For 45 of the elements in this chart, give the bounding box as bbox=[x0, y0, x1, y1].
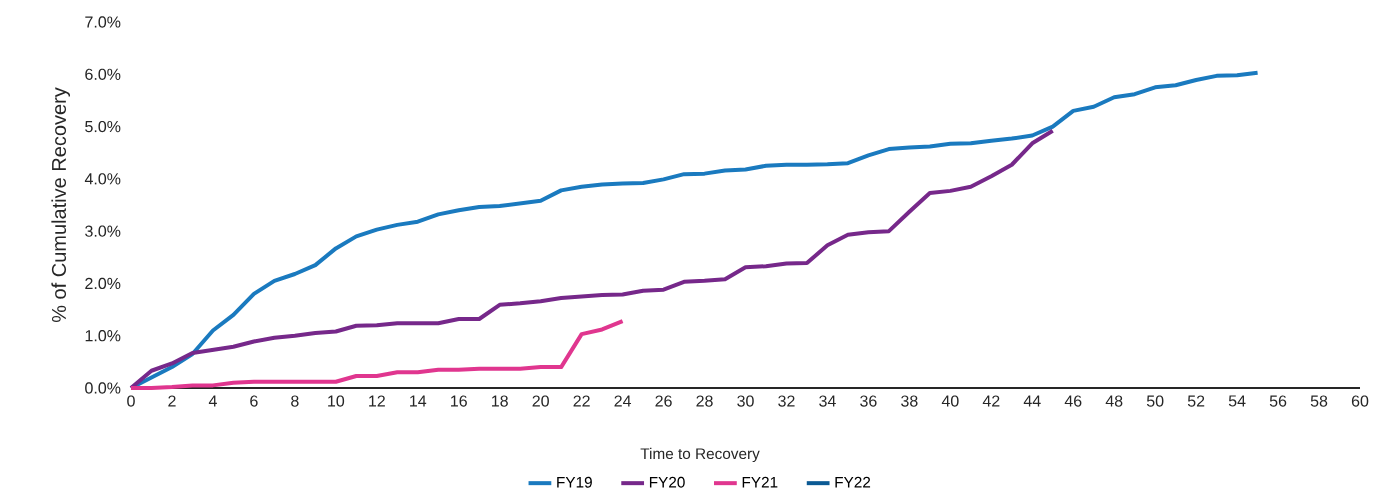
x-tick-label: 16 bbox=[451, 395, 467, 407]
x-tick-label: 58 bbox=[1310, 395, 1328, 407]
x-axis-title: Time to Recovery bbox=[640, 447, 760, 463]
x-tick-label: 54 bbox=[1228, 395, 1246, 407]
legend-label: FY19 bbox=[557, 476, 592, 488]
y-tick-label: 5.0% bbox=[85, 120, 121, 133]
x-tick-label: 56 bbox=[1269, 395, 1287, 407]
x-tick-label: 46 bbox=[1064, 395, 1082, 407]
y-tick-label: 3.0% bbox=[85, 225, 121, 237]
x-tick-label: 28 bbox=[696, 395, 713, 407]
x-tick-label: 4 bbox=[208, 395, 217, 407]
x-tick-label: 48 bbox=[1105, 395, 1123, 407]
x-tick-label: 52 bbox=[1187, 395, 1205, 407]
x-tick-label: 6 bbox=[250, 395, 258, 407]
legend-label: FY21 bbox=[742, 476, 778, 488]
x-tick-label: 36 bbox=[860, 395, 877, 407]
x-tick-label: 14 bbox=[410, 395, 427, 407]
x-tick-label: 44 bbox=[1023, 395, 1041, 407]
x-tick-label: 32 bbox=[778, 395, 795, 407]
x-tick-label: 0 bbox=[127, 395, 135, 407]
y-tick-label: 2.0% bbox=[85, 277, 121, 290]
x-tick-label: 34 bbox=[819, 395, 836, 407]
x-tick-label: 40 bbox=[941, 395, 959, 407]
x-tick-label: 24 bbox=[614, 395, 632, 407]
y-tick-label: 0.0% bbox=[85, 382, 121, 394]
y-tick-label: 1.0% bbox=[85, 330, 121, 342]
x-tick-label: 2 bbox=[168, 395, 176, 407]
legend-label: FY22 bbox=[835, 476, 871, 488]
x-tick-label: 22 bbox=[573, 395, 590, 407]
x-tick-label: 50 bbox=[1146, 395, 1164, 407]
y-tick-label: 7.0% bbox=[85, 16, 121, 28]
x-tick-label: 20 bbox=[532, 395, 549, 407]
legend-label: FY20 bbox=[649, 476, 685, 488]
x-tick-label: 38 bbox=[901, 395, 918, 407]
x-tick-label: 8 bbox=[291, 395, 299, 407]
x-tick-label: 26 bbox=[655, 395, 672, 407]
y-axis-title: % of Cumulative Recovery bbox=[51, 87, 70, 323]
x-tick-label: 60 bbox=[1351, 395, 1369, 407]
y-tick-label: 4.0% bbox=[84, 173, 121, 185]
y-tick-label: 6.0% bbox=[85, 68, 121, 80]
x-tick-label: 18 bbox=[492, 395, 508, 407]
x-tick-label: 10 bbox=[328, 395, 345, 407]
x-tick-label: 30 bbox=[737, 395, 754, 407]
x-tick-label: 12 bbox=[369, 395, 385, 407]
x-tick-label: 42 bbox=[982, 395, 1000, 407]
